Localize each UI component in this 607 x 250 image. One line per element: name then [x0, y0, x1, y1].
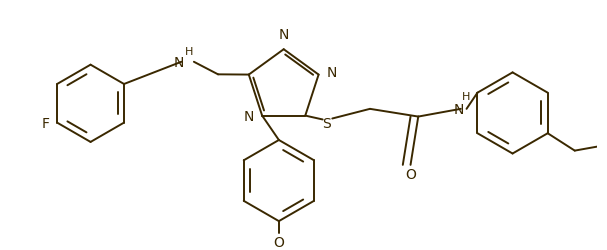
Text: N: N [279, 28, 289, 42]
Text: O: O [405, 167, 416, 181]
Text: N: N [174, 56, 185, 70]
Text: N: N [327, 66, 337, 79]
Text: N: N [453, 102, 464, 117]
Text: F: F [41, 116, 49, 130]
Text: N: N [244, 109, 254, 123]
Text: H: H [185, 47, 193, 57]
Text: H: H [463, 92, 471, 102]
Text: O: O [273, 235, 284, 249]
Text: S: S [322, 117, 331, 131]
